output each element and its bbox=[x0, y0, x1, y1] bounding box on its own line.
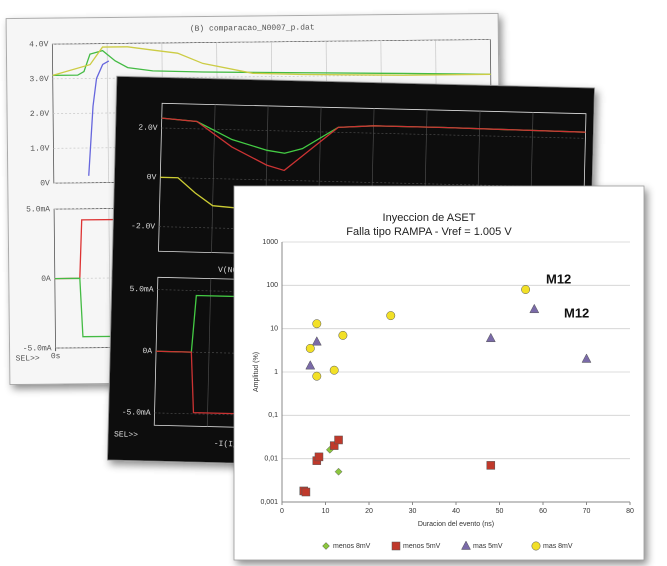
legend-label: menos 5mV bbox=[403, 543, 441, 550]
grid-line-v bbox=[211, 104, 216, 253]
y-axis-label: Amplitud (%) bbox=[253, 352, 260, 392]
point bbox=[314, 452, 324, 462]
grid-line bbox=[52, 39, 491, 45]
legend-label: menos 8mV bbox=[333, 543, 371, 550]
point bbox=[311, 336, 322, 346]
grid-line-v bbox=[206, 278, 212, 427]
grid-line-v bbox=[108, 208, 111, 348]
x-tick-label: 40 bbox=[452, 508, 460, 515]
point bbox=[486, 461, 496, 470]
point bbox=[312, 371, 322, 381]
point bbox=[338, 330, 348, 340]
y-tick-label: 0V bbox=[147, 173, 157, 182]
chart-title: Inyeccion de ASET bbox=[383, 212, 476, 224]
legend-label: mas 5mV bbox=[473, 543, 503, 550]
panel-background bbox=[233, 185, 645, 561]
trace bbox=[161, 117, 586, 172]
x-tick-label: 80 bbox=[626, 508, 634, 515]
y-tick-label: 0A bbox=[41, 275, 51, 284]
x-tick-label: 0s bbox=[51, 352, 61, 361]
panel-title: (B) comparacao_N0007_p.dat bbox=[190, 23, 315, 33]
point bbox=[334, 435, 343, 445]
point bbox=[581, 353, 592, 363]
legend-marker bbox=[391, 541, 401, 551]
x-axis-label: Duracion del evento (ns) bbox=[418, 521, 494, 528]
x-tick-label: 50 bbox=[496, 508, 504, 515]
x-tick-label: 20 bbox=[365, 508, 373, 515]
x-tick-label: 70 bbox=[583, 508, 591, 515]
screenshot-panel: Inyeccion de ASET Falla tipo RAMPA - Vref… bbox=[233, 185, 645, 561]
legend-marker bbox=[322, 542, 330, 550]
x-tick-label: 0 bbox=[280, 508, 284, 515]
x-tick-label: 60 bbox=[539, 508, 547, 515]
y-tick-label: 2.0V bbox=[30, 110, 49, 119]
y-tick-label: 0A bbox=[142, 347, 152, 356]
y-tick-label: 1 bbox=[274, 369, 278, 376]
y-tick-label: 10 bbox=[270, 326, 278, 333]
y-tick-label: 100 bbox=[266, 282, 278, 289]
trace bbox=[88, 60, 110, 176]
y-tick-label: 2.0V bbox=[138, 124, 158, 133]
y-tick-label: 5.0mA bbox=[129, 285, 153, 295]
point bbox=[329, 365, 339, 375]
point bbox=[329, 441, 339, 450]
trace bbox=[52, 46, 491, 77]
annotation: M12 bbox=[546, 271, 571, 286]
sel-label: SEL>> bbox=[114, 430, 138, 440]
y-tick-label: -2.0V bbox=[131, 222, 155, 232]
y-tick-label: 0,001 bbox=[260, 499, 278, 506]
point bbox=[485, 332, 496, 343]
x-tick-label: 10 bbox=[322, 508, 330, 515]
y-tick-label: -5.0mA bbox=[23, 344, 52, 353]
point bbox=[301, 487, 311, 497]
y-tick-label: 1000 bbox=[262, 239, 278, 246]
annotation: M12 bbox=[564, 305, 589, 320]
point bbox=[305, 360, 316, 370]
point bbox=[312, 319, 322, 329]
legend-label: mas 8mV bbox=[543, 543, 573, 550]
y-tick-label: -5.0mA bbox=[122, 408, 151, 418]
point bbox=[305, 343, 315, 353]
grid-line-v bbox=[106, 43, 109, 183]
point bbox=[521, 285, 531, 294]
y-tick-label: 0,1 bbox=[268, 412, 278, 419]
y-tick-label: 5.0mA bbox=[26, 205, 50, 214]
point bbox=[386, 311, 396, 321]
y-tick-label: 1.0V bbox=[30, 144, 49, 153]
y-tick-label: 3.0V bbox=[29, 75, 48, 84]
legend-marker bbox=[461, 540, 471, 550]
y-tick-label: 0V bbox=[40, 179, 50, 188]
legend-marker bbox=[531, 541, 541, 551]
trace bbox=[52, 49, 491, 77]
sel-label: SEL>> bbox=[16, 354, 40, 363]
chart-subtitle: Falla tipo RAMPA - Vref = 1.005 V bbox=[346, 226, 512, 238]
y-tick-label: 4.0V bbox=[29, 40, 48, 49]
y-tick-label: 0,01 bbox=[264, 456, 278, 463]
point bbox=[529, 303, 540, 314]
point bbox=[334, 467, 343, 476]
x-tick-label: 30 bbox=[409, 508, 417, 515]
